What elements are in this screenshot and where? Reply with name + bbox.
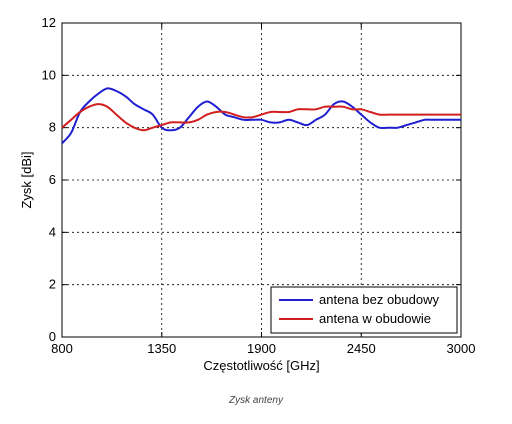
plot-area — [61, 87, 461, 145]
y-tick-label: 6 — [49, 172, 56, 187]
y-tick-label: 12 — [42, 15, 56, 30]
y-axis-label: Zysk [dBi] — [19, 151, 34, 208]
legend-box — [270, 286, 458, 334]
legend: antena bez obudowy antena w obudowie — [270, 286, 458, 334]
x-tick-label: 3000 — [447, 341, 476, 356]
x-tick-label: 1350 — [147, 341, 176, 356]
x-tick-label: 1900 — [247, 341, 276, 356]
y-tick-label: 0 — [49, 329, 56, 344]
legend-label-2: antena w obudowie — [319, 311, 431, 326]
x-tick-label: 800 — [51, 341, 73, 356]
legend-label-1: antena bez obudowy — [319, 292, 439, 307]
y-tick-label: 4 — [49, 224, 56, 239]
y-tick-label: 2 — [49, 277, 56, 292]
y-tick-label: 8 — [49, 120, 56, 135]
axes — [61, 22, 462, 338]
x-tick-label: 2450 — [347, 341, 376, 356]
figure-caption: Zysk anteny — [229, 395, 283, 406]
x-axis-label: Częstotliwość [GHz] — [203, 358, 319, 373]
series-line-1 — [61, 87, 461, 145]
series-line-2 — [61, 103, 461, 132]
y-tick-label: 10 — [42, 67, 56, 82]
tick-labels: 800 1350 1900 2450 3000 0 2 4 6 8 10 12 — [42, 15, 476, 356]
grid — [62, 23, 461, 337]
